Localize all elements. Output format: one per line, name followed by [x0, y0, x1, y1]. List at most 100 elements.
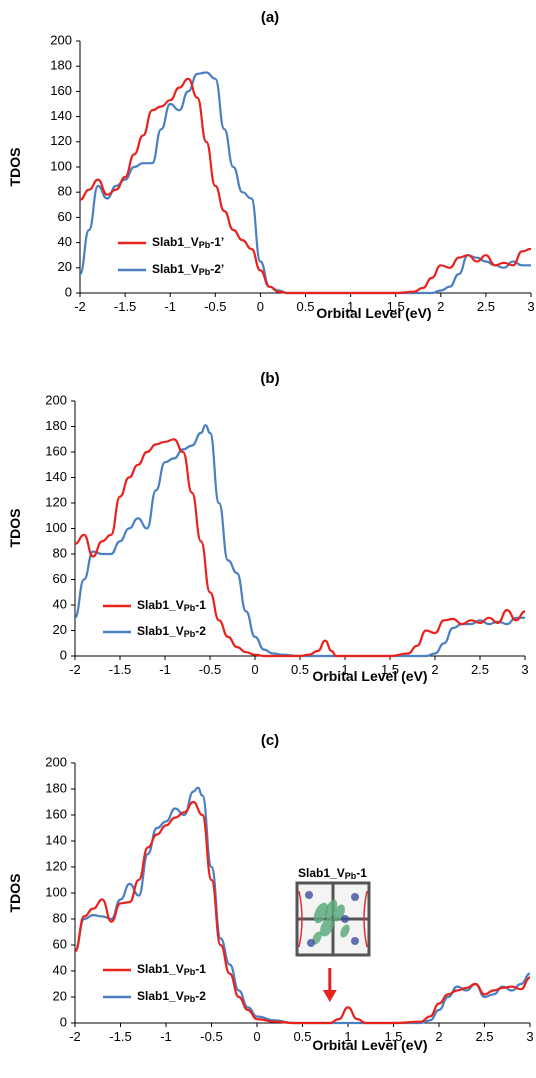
legend-main-text: Slab1_V [137, 624, 184, 638]
y-tick-label: 0 [60, 647, 67, 662]
x-tick-label: 0 [253, 1029, 260, 1044]
inset-molecule [341, 915, 349, 923]
legend-label-1: Slab1_VPb-1’ [152, 235, 224, 250]
legend-label-2: Slab1_VPb-2’ [152, 262, 224, 277]
y-tick-label: 120 [50, 133, 72, 148]
legend-label-1: Slab1_VPb-1 [137, 962, 206, 977]
x-tick-label: -1.5 [109, 662, 131, 677]
x-axis-title: Orbital Level (eV) [312, 1037, 427, 1053]
legend-main-text: Slab1_V [137, 962, 184, 976]
x-tick-label: 3 [521, 662, 528, 677]
y-tick-label: 40 [53, 962, 67, 977]
inset-label: Slab1_VPb-1 [298, 866, 367, 881]
legend-label-1: Slab1_VPb-1 [137, 598, 206, 613]
x-tick-label: 2 [437, 299, 444, 314]
x-tick-label: 0 [257, 299, 264, 314]
legend-main-text: Slab1_V [152, 262, 199, 276]
panel-title: (a) [261, 9, 279, 26]
y-tick-label: 160 [45, 806, 67, 821]
y-tick-label: 100 [50, 158, 72, 173]
y-tick-label: 180 [50, 58, 72, 73]
inset-structure: Slab1_VPb-1 [295, 866, 371, 957]
x-axis-title: Orbital Level (eV) [316, 305, 431, 321]
legend-suffix: -1’ [210, 235, 224, 249]
y-tick-label: 40 [58, 234, 72, 249]
y-tick-label: 20 [53, 622, 67, 637]
x-tick-label: 1.5 [381, 662, 399, 677]
series-line-2 [78, 71, 531, 295]
series-line-1 [74, 438, 526, 658]
y-tick-label: 60 [53, 571, 67, 586]
inset-molecule [307, 939, 315, 947]
legend-subscript: Pb [184, 629, 196, 639]
y-tick-label: 140 [45, 469, 67, 484]
x-tick-label: 3 [526, 1029, 533, 1044]
x-tick-label: 0.5 [296, 299, 314, 314]
x-tick-label: 2 [431, 662, 438, 677]
y-tick-label: 80 [58, 184, 72, 199]
y-axis-title: TDOS [7, 148, 23, 187]
x-tick-label: 3 [527, 299, 534, 314]
y-tick-label: 200 [50, 32, 72, 47]
y-tick-label: 0 [60, 1014, 67, 1029]
x-axis-title: Orbital Level (eV) [312, 668, 427, 684]
y-tick-label: 180 [45, 418, 67, 433]
inset-molecule [305, 891, 313, 899]
x-tick-label: -1 [164, 299, 176, 314]
y-tick-label: 0 [65, 284, 72, 299]
y-tick-label: 160 [50, 83, 72, 98]
y-tick-label: 140 [50, 108, 72, 123]
x-tick-label: 2 [435, 1029, 442, 1044]
legend-main-text: Slab1_V [298, 866, 345, 880]
y-tick-label: 200 [45, 754, 67, 769]
x-tick-label: 0 [251, 662, 258, 677]
x-tick-label: 1.5 [384, 1029, 402, 1044]
x-tick-label: -0.5 [204, 299, 226, 314]
legend-main-text: Slab1_V [152, 235, 199, 249]
y-tick-label: 160 [45, 443, 67, 458]
x-tick-label: 0.5 [291, 662, 309, 677]
legend-suffix: -1 [356, 866, 367, 880]
x-tick-label: -1 [159, 662, 171, 677]
legend-subscript: Pb [199, 240, 211, 250]
inset-orbital-lobe [320, 917, 334, 937]
legend-subscript: Pb [184, 967, 196, 977]
x-tick-label: 1.5 [387, 299, 405, 314]
y-tick-label: 80 [53, 545, 67, 560]
inset-edge-orbital [298, 890, 368, 948]
x-tick-label: -1.5 [109, 1029, 131, 1044]
y-tick-label: 100 [45, 884, 67, 899]
y-tick-label: 60 [53, 936, 67, 951]
inset-orbital-lobe [340, 924, 350, 938]
inset-orbital-lobe [312, 931, 322, 945]
inset-molecule [351, 893, 359, 901]
x-tick-label: -2 [69, 1029, 81, 1044]
x-tick-label: 2.5 [475, 1029, 493, 1044]
legend-suffix: -2’ [210, 262, 224, 276]
x-tick-label: -0.5 [199, 662, 221, 677]
annotation-arrow-head [322, 990, 337, 1002]
y-tick-label: 60 [58, 209, 72, 224]
y-tick-label: 40 [53, 596, 67, 611]
legend: Slab1_VPb-1 Slab1_VPb-2 [103, 598, 206, 639]
x-tick-label: 1 [347, 299, 354, 314]
inset-orbital-lobe [313, 902, 329, 924]
panel-title: (b) [260, 370, 279, 387]
legend-main-text: Slab1_V [137, 989, 184, 1003]
x-tick-label: -1.5 [114, 299, 136, 314]
y-tick-label: 120 [45, 494, 67, 509]
x-tick-label: 2.5 [471, 662, 489, 677]
x-tick-label: 0.5 [293, 1029, 311, 1044]
panel-title: (c) [261, 732, 279, 749]
x-tick-label: 1 [344, 1029, 351, 1044]
legend-label-2: Slab1_VPb-2 [137, 624, 206, 639]
legend-subscript: Pb [199, 267, 211, 277]
y-tick-label: 140 [45, 832, 67, 847]
x-tick-label: 2.5 [477, 299, 495, 314]
legend-subscript: Pb [184, 603, 196, 613]
series-line-1 [73, 800, 531, 1025]
